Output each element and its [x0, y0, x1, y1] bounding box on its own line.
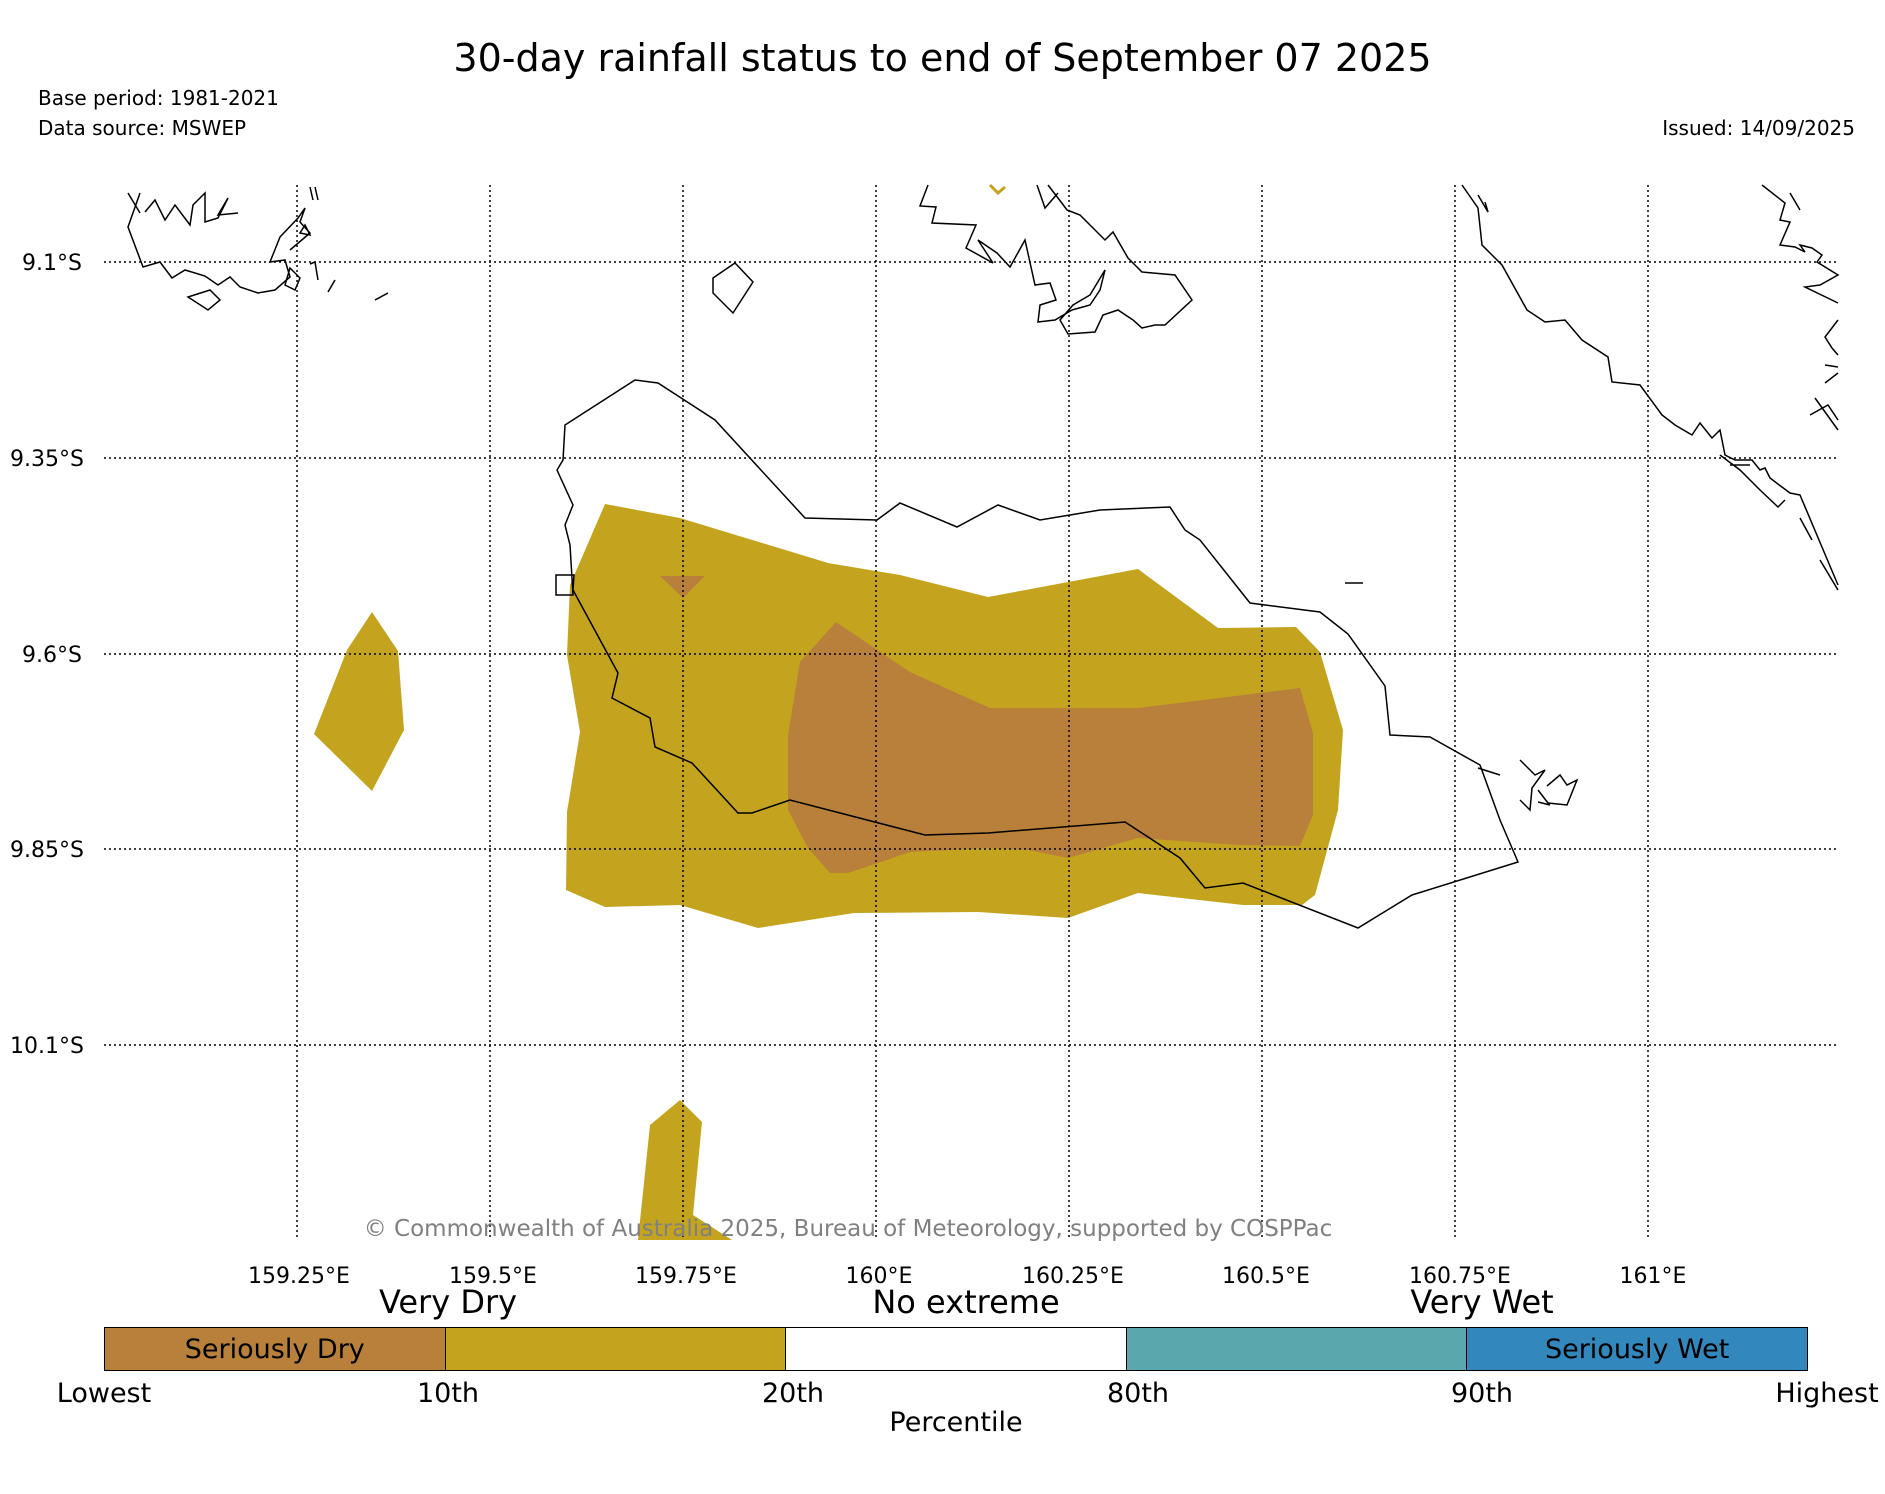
lon-label: 161°E: [1620, 1264, 1687, 1289]
coastlines: [127, 183, 1840, 929]
base-period: Base period: 1981-2021: [38, 86, 279, 110]
legend-segment-seriously-dry: Seriously Dry: [105, 1328, 446, 1370]
guadalcanal-coastline: [555, 379, 1520, 929]
very-dry-west-patch: [314, 612, 404, 791]
legend-segment-very-dry: [445, 1328, 787, 1370]
lon-label: 160°E: [846, 1264, 913, 1289]
map-title: 30-day rainfall status to end of Septemb…: [453, 36, 1432, 80]
lon-label: 159.5°E: [449, 1264, 537, 1289]
percentile-label: 80th: [1106, 1378, 1170, 1409]
lat-label: 9.6°S: [22, 643, 82, 668]
legend-segment-no-extreme: [786, 1328, 1127, 1370]
north-islet-yellow: [988, 183, 1006, 196]
northwest-coastline-b: [127, 191, 239, 227]
very-dry-south-patch: [638, 1100, 732, 1240]
legend-heading-no-extreme: No extreme: [872, 1283, 1060, 1321]
seriously-dry-main-region: [788, 622, 1313, 873]
malaita-coastline: [1461, 184, 1839, 586]
percentile-label: 20th: [761, 1378, 825, 1409]
percentile-label: 90th: [1450, 1378, 1514, 1409]
north-coast-fragment-b: [1036, 184, 1059, 210]
northwest-island-a: [186, 289, 222, 311]
lat-label: 9.85°S: [10, 838, 84, 863]
percentile-label: 10th: [416, 1378, 480, 1409]
lon-label: 160.5°E: [1222, 1264, 1310, 1289]
percentile-label: Lowest: [56, 1378, 152, 1409]
percentile-label: Highest: [1775, 1378, 1879, 1409]
northwest-islet-d: [298, 186, 319, 237]
rainfall-map: 9.1°S 9.35°S 9.6°S 9.85°S 10.1°S 159.25°…: [0, 183, 1885, 1300]
legend-heading-very-dry: Very Dry: [378, 1283, 518, 1321]
malaita-islets: [1719, 454, 1839, 591]
legend-colorbar: Seriously Dry Seriously Wet: [104, 1327, 1808, 1371]
lat-label: 9.35°S: [10, 447, 84, 472]
lat-label: 10.1°S: [10, 1034, 84, 1059]
graticule: [104, 185, 1838, 1240]
lat-label: 9.1°S: [22, 251, 82, 276]
east-coastline: [1761, 184, 1840, 431]
legend-segment-very-wet: [1126, 1328, 1468, 1370]
malaita-coastline-b: [1477, 194, 1489, 213]
map-metadata: Base period: 1981-2021 Data source: MSWE…: [38, 83, 279, 143]
lon-label: 159.25°E: [248, 1264, 350, 1289]
legend-segment-seriously-wet: Seriously Wet: [1467, 1328, 1807, 1370]
lon-label: 160.75°E: [1409, 1264, 1511, 1289]
latitude-labels: 9.1°S 9.35°S 9.6°S 9.85°S 10.1°S: [10, 251, 84, 1059]
longitude-labels: 159.25°E 159.5°E 159.75°E 160°E 160.25°E…: [248, 1264, 1686, 1289]
legend-axis-title: Percentile: [889, 1407, 1023, 1438]
map-bottom-mask: [0, 1241, 1885, 1300]
very-dry-regions: [314, 504, 1343, 1240]
east-islets: [1345, 404, 1839, 812]
northwest-island-b: [284, 266, 301, 292]
northwest-coastline: [127, 192, 312, 294]
florida-islands-coastline: [712, 262, 754, 315]
legend-heading-very-wet: Very Wet: [1410, 1283, 1554, 1321]
issued-date: Issued: 14/09/2025: [1662, 116, 1855, 140]
north-coast-fragment: [918, 184, 1193, 335]
northwest-islet-c: [309, 260, 389, 301]
lon-label: 159.75°E: [635, 1264, 737, 1289]
data-source: Data source: MSWEP: [38, 116, 247, 140]
copyright-notice: © Commonwealth of Australia 2025, Bureau…: [364, 1216, 1333, 1242]
lon-label: 160.25°E: [1022, 1264, 1124, 1289]
